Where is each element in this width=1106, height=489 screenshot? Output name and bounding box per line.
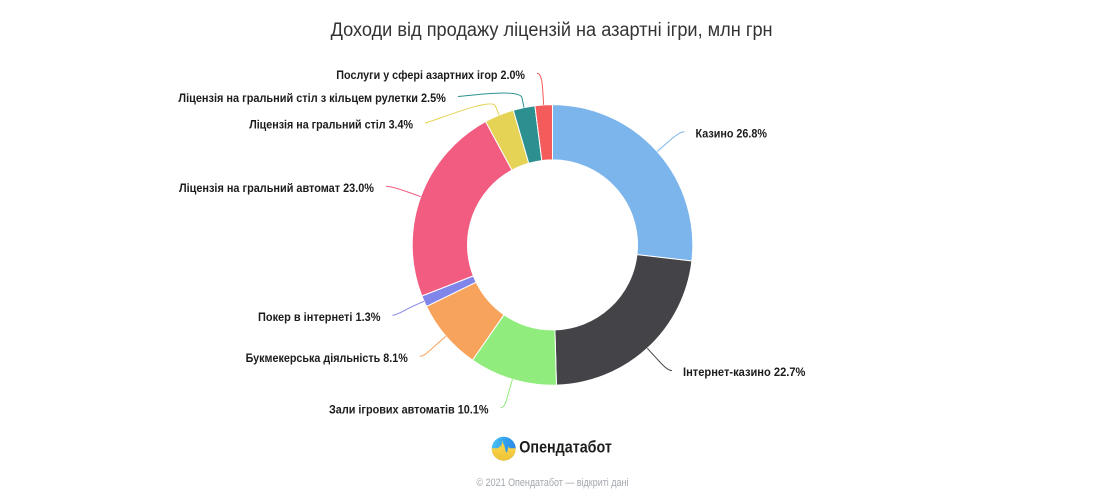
- svg-text:Інтернет-казино 22.7%: Інтернет-казино 22.7%: [683, 365, 806, 379]
- svg-text:Опендатабот: Опендатабот: [519, 439, 612, 457]
- svg-text:Доходи від продажу ліцензій на: Доходи від продажу ліцензій на азартні і…: [331, 20, 773, 41]
- svg-text:Ліцензія на гральний стіл з кі: Ліцензія на гральний стіл з кільцем руле…: [178, 91, 446, 105]
- svg-text:Покер в інтернеті 1.3%: Покер в інтернеті 1.3%: [258, 310, 381, 324]
- svg-text:Послуги у сфері азартних ігор: Послуги у сфері азартних ігор 2.0%: [336, 68, 525, 82]
- svg-text:Зали ігрових автоматів 10.1%: Зали ігрових автоматів 10.1%: [329, 402, 489, 416]
- svg-text:Казино 26.8%: Казино 26.8%: [696, 126, 768, 140]
- svg-text:Ліцензія на гральний автомат 2: Ліцензія на гральний автомат 23.0%: [179, 181, 374, 195]
- svg-text:Букмекерська діяльність 8.1%: Букмекерська діяльність 8.1%: [246, 351, 408, 365]
- svg-text:Ліцензія на гральний стіл 3.4%: Ліцензія на гральний стіл 3.4%: [249, 118, 413, 132]
- svg-text:© 2021 Опендатабот — відкриті: © 2021 Опендатабот — відкриті дані: [477, 477, 629, 489]
